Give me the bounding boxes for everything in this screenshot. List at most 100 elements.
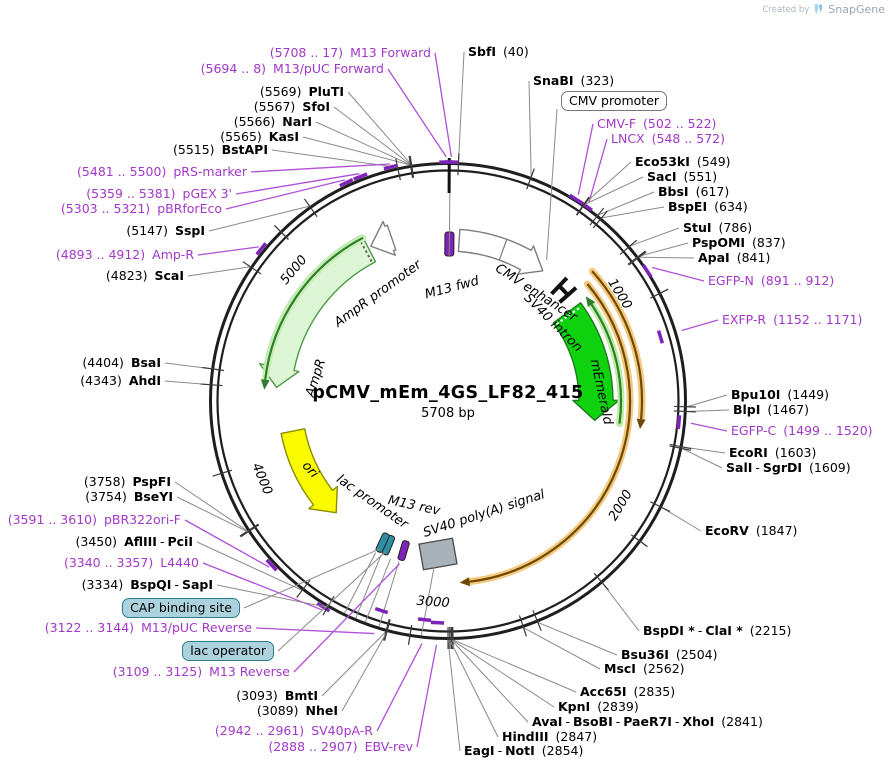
site-position: (4823) [105,268,148,284]
label-sfoI: (5567) SfoI [254,100,330,114]
feature-sv40-polya-box [418,537,458,571]
callout-line-bspdI-claI [602,582,640,632]
label-m13-reverse: (3109 .. 3125) M13 Reverse [113,665,290,679]
site-position: (5694 .. 8) [200,61,267,77]
enzyme-name: MscI [604,661,636,677]
site-tick-bseyI [240,524,260,538]
enzyme-name: BlpI [733,402,761,418]
callout-line-ebv-rev [416,644,438,748]
enzyme-name: BmtI [284,688,318,704]
feature-cmv-enhancer-arrow [457,228,544,275]
label-pspomI: PspOMI (837) [692,236,786,250]
site-tick-snabI [526,168,535,190]
label-stuI: StuI (786) [683,221,752,235]
callout-line-exfp-r [681,319,719,332]
enzyme-name: BstAPI [221,142,268,158]
label-prs-marker: (5481 .. 5500) pRS-marker [77,165,247,179]
callout-line-bmtI [321,631,387,697]
site-tick-bsu36I [532,610,542,632]
primer-name: LNCX [611,131,645,147]
site-tick-kasI [408,155,414,178]
label-bseyI: (3754) BseYI [85,490,173,504]
label-cmv-promoter: CMV promoter [561,91,668,111]
callout-line-pspomI [638,242,689,257]
feature-cap-site-marker [375,532,390,553]
callout-line-pbrforeco [225,179,346,210]
label-afliii-pcii: (3450) AflIII - PciI [75,535,193,549]
site-position: (837) [752,235,786,251]
site-tick-ecorV [650,501,671,513]
callout-line-kasI [302,136,411,166]
tick-label-2000: 2000 [606,487,636,523]
enzyme-name: SbfI [468,44,497,60]
label-snabI: SnaBI (323) [533,74,614,88]
label-bspqi-sapi: (3334) BspQI - SapI [82,578,213,592]
callout-line-kpnI [451,639,555,708]
enzyme-name: NarI [282,114,312,130]
primer-marker-pgex-3 [353,172,368,181]
primer-name: Amp-R [152,247,194,263]
created-by-text: Created by [762,4,810,15]
primer-marker-m13-puc-reverse [374,606,389,615]
site-position: (2835) [633,684,676,700]
enzyme-name: BspDI * - ClaI * [643,623,743,639]
callout-line-lncx [588,138,608,203]
feature-ampr-promoter-arrow [370,220,397,256]
callout-line-sspI [208,205,310,232]
callout-line-m13-reverse [293,563,400,673]
site-position: (2504) [675,647,718,663]
label-exfp-r: EXFP-R (1152 .. 1171) [722,313,862,327]
site-position: (891 .. 912) [760,273,835,289]
site-position: (1499 .. 1520) [783,423,873,439]
callout-line-bspeI [601,206,665,219]
site-position: (3109 .. 3125) [112,664,203,680]
primer-marker-pbrforeco [339,178,354,188]
feature-orf-green-memerald [590,303,623,424]
site-position: (551) [683,169,718,185]
label-cmv-f: CMV-F (502 .. 522) [597,117,716,131]
label-bsaI: (4404) BsaI [82,356,161,370]
site-tick-bspdI-claI [593,572,609,591]
callout-line-sbfI [458,51,465,163]
site-position: (3093) [236,688,278,704]
tick-1000 [650,288,669,299]
callout-line-avaI-bsobI-paer7I-xhoI [451,639,529,723]
callout-line-salI-sgrdI [682,448,723,469]
site-position: (2847) [555,729,598,745]
site-tick-sspI [303,198,318,218]
site-tick-stuI [619,239,638,255]
site-tick-bspqi-sapi [322,595,335,616]
site-position: (1449) [787,387,829,403]
site-position: (1467) [767,402,809,418]
site-position: (1152 .. 1171) [773,312,863,328]
label-ebv-rev: (2888 .. 2907) EBV-rev [268,740,413,754]
label-narI: (5566) NarI [234,115,312,129]
plasmid-name: pCMV_mEm_4GS_LF82_415 [312,383,584,403]
enzyme-name: BspEI [668,199,708,215]
primer-name: M13 Forward [350,45,431,61]
callout-line-bseyI [176,496,249,533]
site-position: (1609) [809,460,851,476]
label-lac-operator: lac operator [182,641,274,661]
enzyme-name: AvaI - BsoBI - PaeR7I - XhoI [532,714,715,730]
callout-line-narI [315,121,411,166]
site-position: (1847) [755,523,798,539]
feature-sv40-intron-symbol-cap1 [550,276,569,296]
connector-line-2 [355,554,382,619]
label-bbsI: BbsI (617) [658,185,729,199]
site-tick-afliii-pcii [296,579,311,598]
label-m13-puc-reverse: (3122 .. 3144) M13/pUC Reverse [45,621,252,635]
label-mscI: MscI (2562) [604,662,685,676]
site-position: (2854) [541,743,584,759]
site-tick-bspeI [592,210,608,229]
callout-line-afliii-pcii [196,541,303,591]
enzyme-name: EagI - NotI [464,743,535,759]
enzyme-name: HindIII [502,729,549,745]
site-position: (2215) [749,623,792,639]
callout-line-m13-forward [434,52,453,158]
label-hindiii: HindIII (2847) [502,730,597,744]
enzyme-name: NheI [305,703,339,719]
enzyme-name: PspFI [132,474,171,490]
enzyme-name: BseYI [133,489,173,505]
